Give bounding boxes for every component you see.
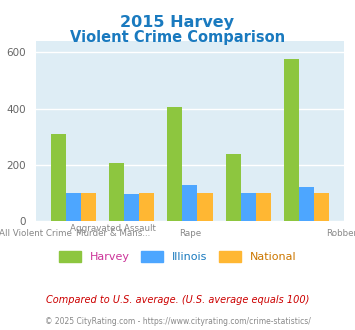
Bar — [124, 194, 139, 221]
Bar — [66, 193, 81, 221]
Text: Compared to U.S. average. (U.S. average equals 100): Compared to U.S. average. (U.S. average … — [46, 295, 309, 305]
Text: Aggravated Assault: Aggravated Assault — [70, 224, 155, 233]
Bar — [139, 193, 154, 221]
Text: Murder & Mans...: Murder & Mans... — [76, 229, 150, 238]
Bar — [197, 193, 213, 221]
Bar — [167, 107, 182, 221]
Bar — [226, 154, 241, 221]
Bar — [284, 59, 299, 221]
Bar — [182, 185, 197, 221]
Bar — [109, 163, 124, 221]
Bar — [299, 187, 314, 221]
Bar — [81, 193, 96, 221]
Bar — [314, 193, 329, 221]
Bar — [256, 193, 271, 221]
Text: Rape: Rape — [179, 229, 201, 238]
Text: Robbery: Robbery — [326, 229, 355, 238]
Text: © 2025 CityRating.com - https://www.cityrating.com/crime-statistics/: © 2025 CityRating.com - https://www.city… — [45, 317, 310, 326]
Text: 2015 Harvey: 2015 Harvey — [120, 15, 235, 30]
Legend: Harvey, Illinois, National: Harvey, Illinois, National — [54, 247, 301, 267]
Text: Violent Crime Comparison: Violent Crime Comparison — [70, 30, 285, 45]
Text: All Violent Crime: All Violent Crime — [0, 229, 72, 238]
Bar — [51, 134, 66, 221]
Bar — [241, 193, 256, 221]
